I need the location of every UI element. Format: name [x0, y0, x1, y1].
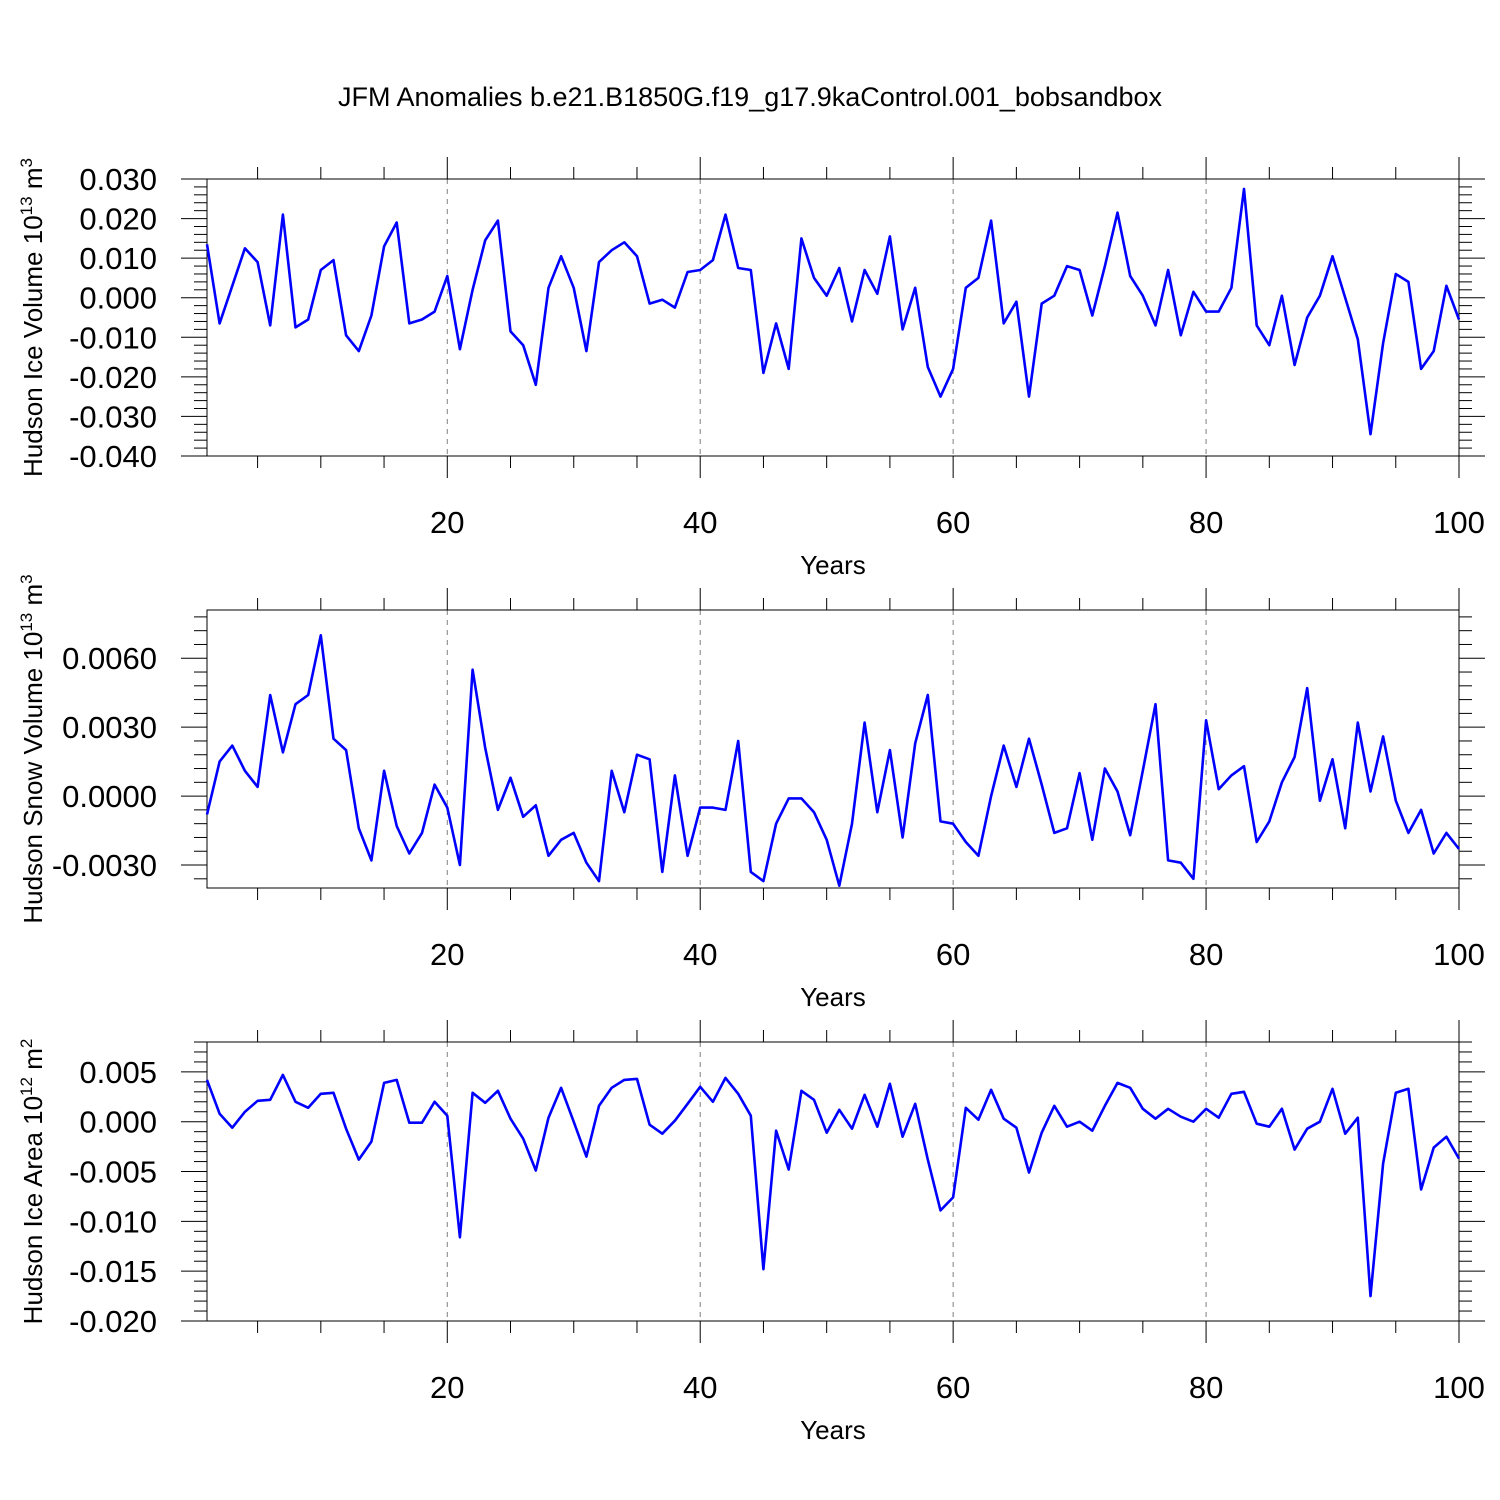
y-tick-label: -0.015: [69, 1254, 157, 1289]
plot-frame: [206, 178, 1460, 457]
y-tick-label: -0.010: [69, 320, 157, 355]
y-tick-label: 0.000: [79, 1105, 157, 1140]
series-line-1: [205, 187, 1461, 436]
y-tick-label: -0.010: [69, 1204, 157, 1239]
series-line-1: [205, 633, 1461, 888]
y-axis-label: Hudson Snow Volume 1013 m3: [17, 574, 48, 923]
y-tick-label: 0.000: [79, 281, 157, 316]
x-tick-label: 80: [1189, 505, 1223, 540]
y-tick-label: -0.030: [69, 399, 157, 434]
x-tick-label: 100: [1433, 505, 1485, 540]
x-tick-label: 60: [936, 1370, 970, 1405]
x-tick-label: 60: [936, 505, 970, 540]
x-tick-label: 60: [936, 937, 970, 972]
y-tick-label: -0.0030: [52, 848, 157, 883]
y-tick-label: 0.030: [79, 162, 157, 197]
x-tick-label: 20: [430, 937, 464, 972]
y-tick-label: 0.0000: [62, 779, 157, 814]
y-tick-label: 0.0060: [62, 641, 157, 676]
x-axis-label: Years: [800, 1415, 866, 1445]
y-tick-label: 0.010: [79, 241, 157, 276]
x-tick-label: 100: [1433, 937, 1485, 972]
x-tick-label: 100: [1433, 1370, 1485, 1405]
panel-2: 20 40 60 80 100 -0.0030 0.0000 0.0030 0.0060 Year…: [17, 574, 1485, 1012]
panel-1: 20 40 60 80 100 -0.040 -0.030 -0.020 -0.010 0.000…: [17, 157, 1485, 580]
y-tick-label: -0.020: [69, 1304, 157, 1339]
x-tick-label: 40: [683, 505, 717, 540]
y-tick-label: 0.020: [79, 202, 157, 237]
plot-frame: [206, 609, 1460, 889]
x-tick-label: 20: [430, 1370, 464, 1405]
x-axis-label: Years: [800, 982, 866, 1012]
plot-frame: [206, 1041, 1460, 1322]
series-line-1: [205, 1073, 1461, 1298]
y-tick-label: 0.005: [79, 1055, 157, 1090]
x-tick-label: 40: [683, 937, 717, 972]
x-tick-label: 40: [683, 1370, 717, 1405]
x-tick-label: 80: [1189, 1370, 1223, 1405]
panel-3: 20 40 60 80 100 -0.020 -0.015 -0.010 -0.005 0.000…: [17, 1020, 1485, 1445]
y-tick-label: -0.005: [69, 1155, 157, 1190]
y-tick-label: -0.020: [69, 360, 157, 395]
y-tick-label: 0.0030: [62, 710, 157, 745]
x-tick-label: 20: [430, 505, 464, 540]
chart-title: JFM Anomalies b.e21.B1850G.f19_g17.9kaCo…: [338, 82, 1163, 112]
x-axis-label: Years: [800, 550, 866, 580]
y-axis-label: Hudson Ice Volume 1013 m3: [17, 158, 48, 477]
chart-panels: 20 40 60 80 100 -0.040 -0.030 -0.020 -0.010 0.000…: [17, 157, 1485, 1445]
y-axis-label: Hudson Ice Area 1012 m2: [17, 1039, 48, 1325]
x-tick-label: 80: [1189, 937, 1223, 972]
y-tick-label: -0.040: [69, 439, 157, 474]
